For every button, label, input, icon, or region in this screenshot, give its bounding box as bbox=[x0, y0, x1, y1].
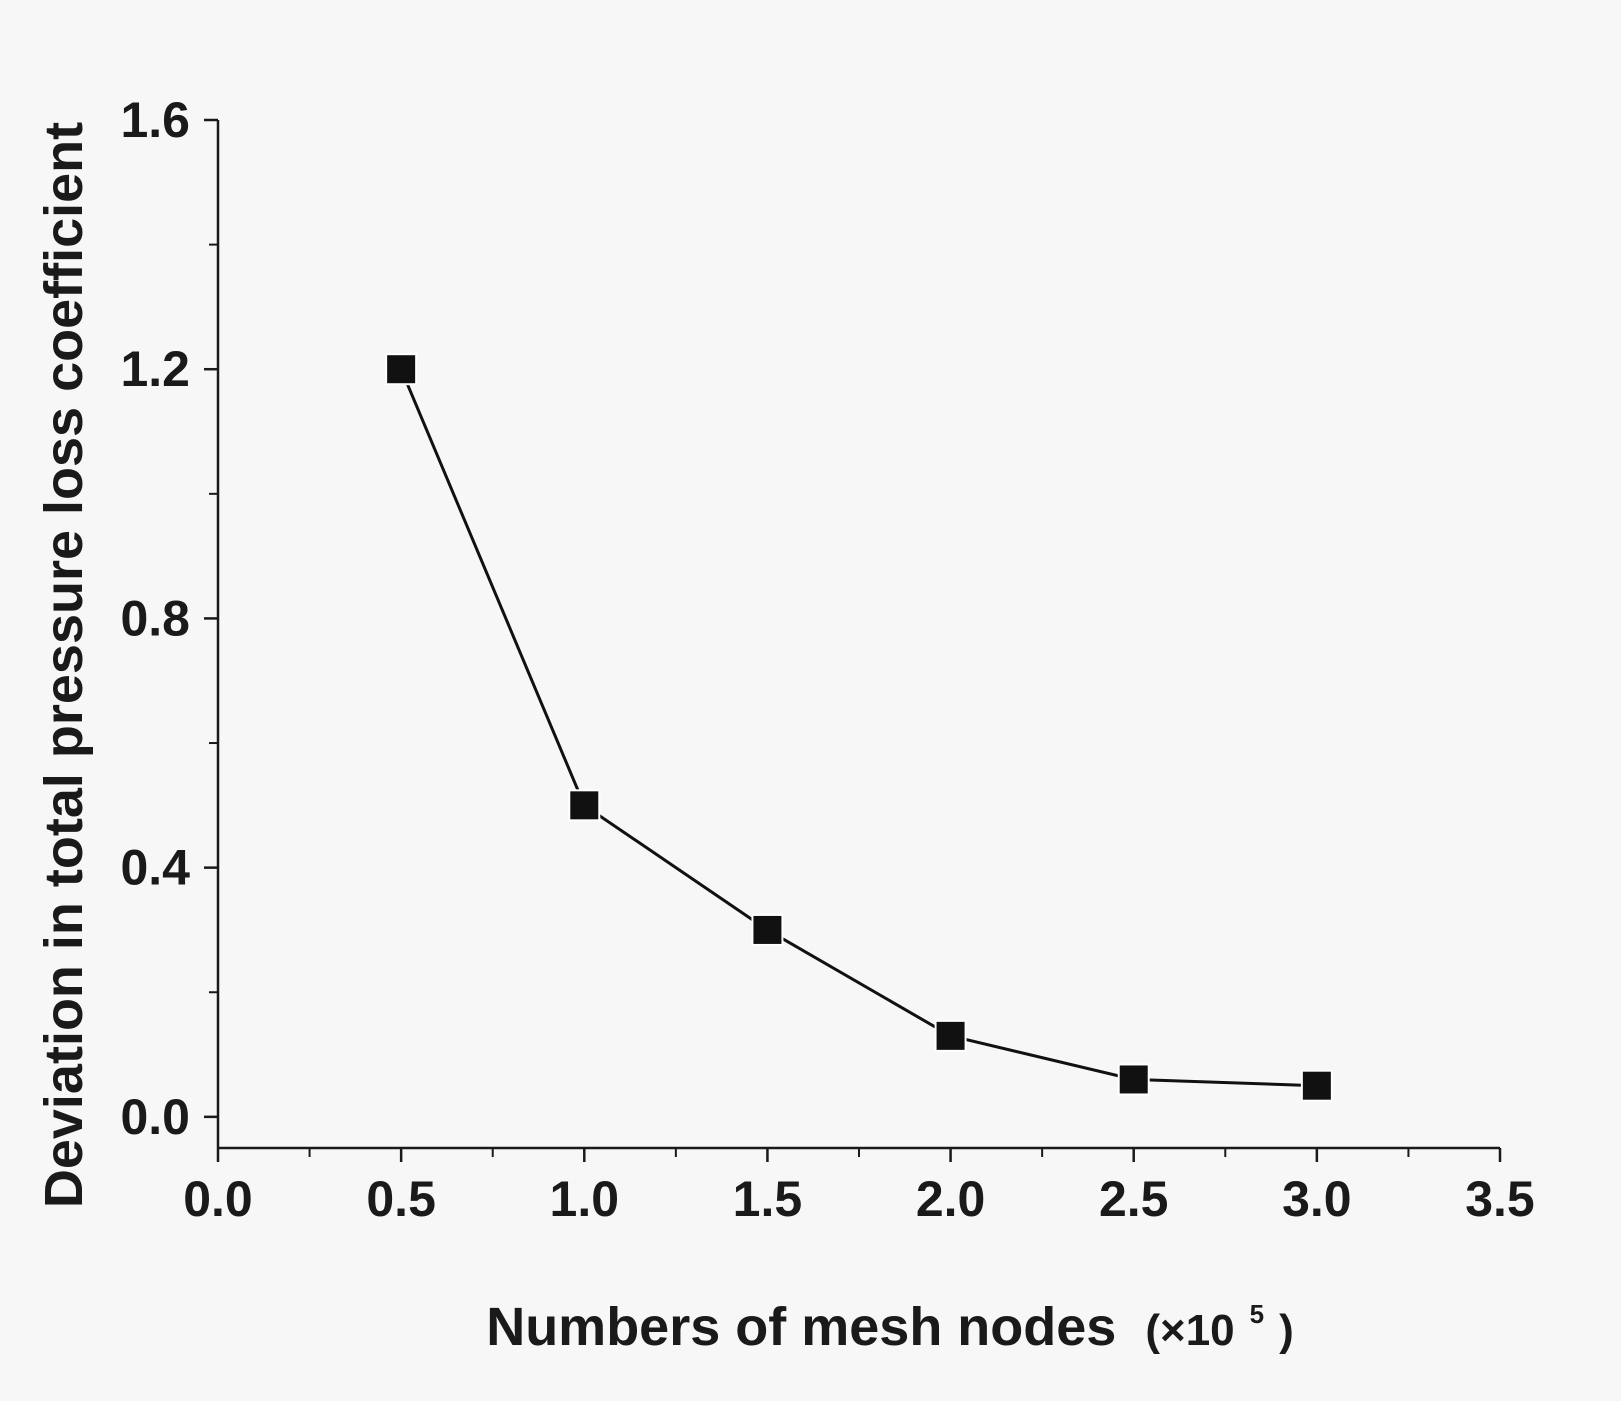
series-layer bbox=[385, 353, 1333, 1102]
x-axis-unit-suffix: ) bbox=[1279, 1306, 1294, 1355]
y-tick-label: 0.4 bbox=[120, 840, 190, 896]
x-axis-unit-prefix: (×10 bbox=[1145, 1306, 1234, 1355]
x-tick-label: 2.0 bbox=[916, 1171, 986, 1227]
data-point-marker bbox=[934, 1019, 967, 1052]
x-tick-label: 0.0 bbox=[183, 1171, 253, 1227]
y-axis-title: Deviation in total pressure loss coeffic… bbox=[34, 122, 94, 1208]
x-tick-label: 1.0 bbox=[550, 1171, 620, 1227]
axes: 0.0 0.5 1.0 1.5 2.0 2.5 3.0 3.5 0.0 0.4 0.8 1.2 1.6 bbox=[120, 92, 1534, 1227]
x-axis-unit-exponent: 5 bbox=[1250, 1299, 1264, 1329]
x-axis-title: Numbers of mesh nodes (×10 5 ) bbox=[486, 1275, 1294, 1357]
y-tick-label: 0.0 bbox=[120, 1089, 190, 1145]
data-point-marker bbox=[1300, 1069, 1333, 1102]
x-tick-label: 1.5 bbox=[733, 1171, 803, 1227]
data-point-marker bbox=[1117, 1063, 1150, 1096]
y-tick-label: 1.6 bbox=[120, 92, 190, 148]
x-tick-label: 2.5 bbox=[1099, 1171, 1169, 1227]
x-tick-label: 3.0 bbox=[1282, 1171, 1352, 1227]
x-tick-label: 0.5 bbox=[366, 1171, 436, 1227]
x-tick-label: 3.5 bbox=[1465, 1171, 1535, 1227]
data-point-marker bbox=[385, 353, 418, 386]
y-tick-label: 0.8 bbox=[120, 590, 190, 646]
y-tick-label: 1.2 bbox=[120, 341, 190, 397]
data-point-marker bbox=[568, 789, 601, 822]
x-axis-title-text: Numbers of mesh nodes bbox=[486, 1297, 1116, 1357]
series-line bbox=[399, 368, 1317, 1088]
data-point-marker bbox=[751, 913, 784, 946]
